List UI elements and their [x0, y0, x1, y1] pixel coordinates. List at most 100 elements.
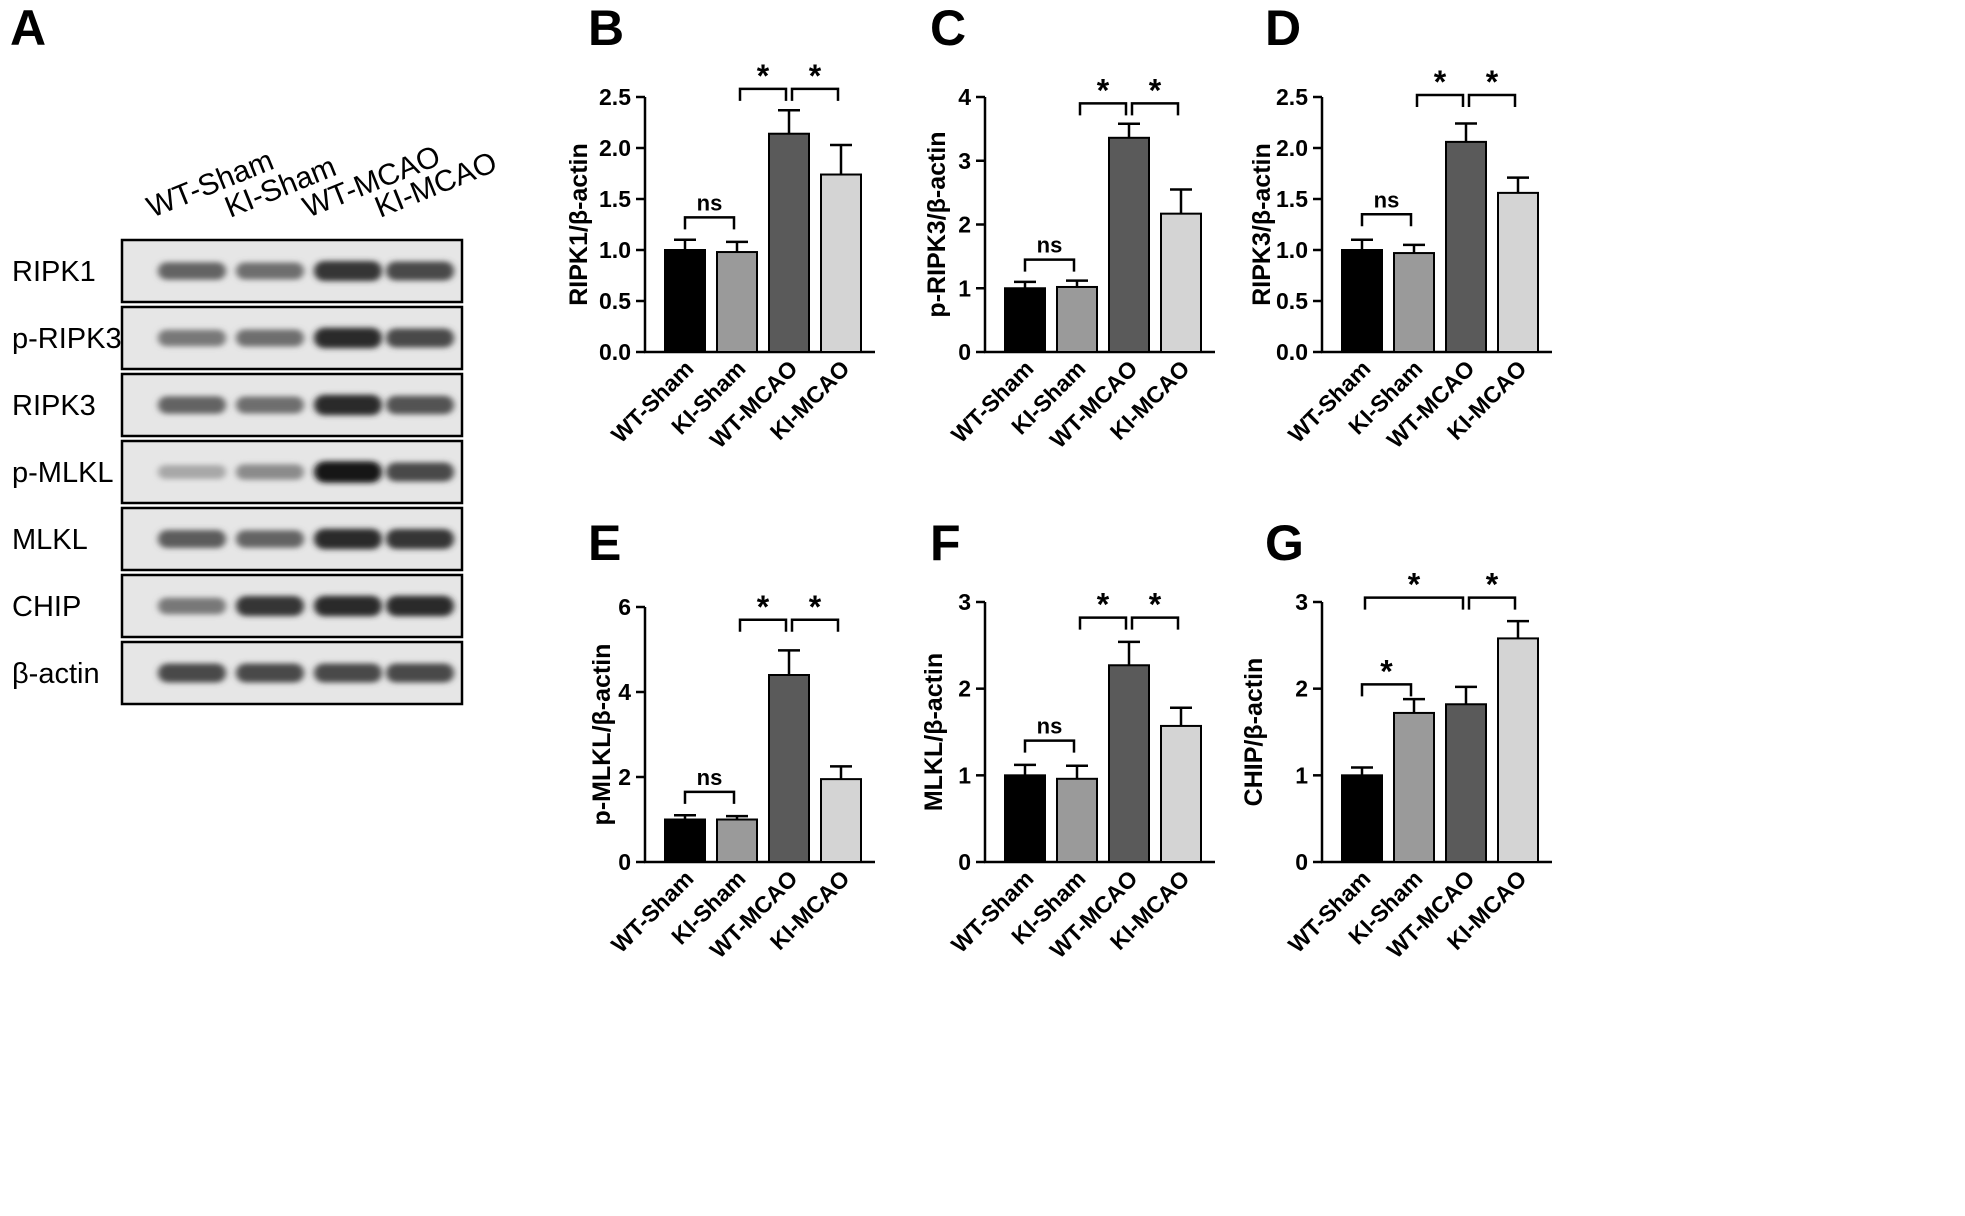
significance-label: *: [1149, 72, 1162, 108]
panel-letter: B: [588, 0, 624, 56]
blot-band: [158, 530, 226, 548]
significance-bracket: [1415, 93, 1465, 107]
western-blot-panel: AWT-ShamKI-ShamWT-MCAOKI-MCAORIPK1p-RIPK…: [10, 0, 502, 706]
blot-band: [236, 596, 304, 616]
bar: [1341, 774, 1383, 863]
chart-f: F0123MLKL/β-actinWT-ShamKI-ShamWT-MCAOKI…: [920, 515, 1215, 963]
y-tick-label: 0: [958, 849, 971, 875]
bar: [664, 249, 706, 353]
y-tick-label: 2.0: [599, 135, 631, 161]
significance-label: *: [1097, 587, 1110, 623]
bar: [1004, 287, 1046, 353]
significance-label: *: [1486, 567, 1499, 603]
chart-b: B0.00.51.01.52.02.5RIPK1/β-actinWT-ShamK…: [565, 0, 875, 453]
significance-bracket: [738, 87, 788, 101]
blot-band: [158, 465, 226, 479]
blot-band: [236, 464, 304, 480]
blot-band: [314, 528, 382, 550]
blot-band: [386, 462, 454, 482]
y-tick-label: 1: [958, 275, 971, 301]
blot-row: RIPK1: [12, 238, 464, 304]
blot-band: [386, 595, 454, 617]
panel-letter: E: [588, 515, 621, 571]
bar: [1393, 252, 1435, 353]
bar: [1108, 664, 1150, 863]
y-tick-label: 0: [618, 849, 631, 875]
y-tick-label: 3: [958, 589, 971, 615]
bar: [1056, 285, 1098, 354]
significance-label: ns: [697, 190, 723, 215]
blot-row-label: p-MLKL: [12, 457, 114, 489]
blot-row: p-RIPK3: [12, 305, 464, 371]
significance-bracket: [790, 618, 840, 632]
blot-band: [386, 328, 454, 348]
blot-row: p-MLKL: [12, 439, 464, 505]
chart-d: D0.00.51.01.52.02.5RIPK3/β-actinWT-ShamK…: [1248, 0, 1552, 453]
blot-band: [314, 261, 382, 281]
significance-bracket: [1360, 683, 1413, 697]
significance-bracket: [790, 87, 840, 101]
bar: [716, 818, 758, 863]
blot-band: [314, 327, 382, 349]
panel-letter: C: [930, 0, 966, 56]
bar: [1393, 711, 1435, 864]
significance-label: *: [757, 589, 770, 625]
y-tick-label: 1: [958, 762, 971, 788]
blot-row-label: RIPK3: [12, 390, 96, 422]
blot-row-label: β-actin: [12, 658, 100, 690]
blot-row-label: CHIP: [12, 591, 81, 623]
significance-bracket: [1467, 596, 1517, 610]
bar: [716, 251, 758, 353]
y-tick-label: 0.0: [1276, 339, 1308, 365]
y-axis-label: p-RIPK3/β-actin: [923, 131, 951, 317]
chart-c: C01234p-RIPK3/β-actinWT-ShamKI-ShamWT-MC…: [923, 0, 1215, 453]
blot-band: [158, 262, 226, 280]
significance-bracket: [1078, 616, 1128, 630]
blot-row-label: p-RIPK3: [12, 323, 122, 355]
blot-band: [236, 329, 304, 347]
significance-bracket: [1363, 596, 1465, 610]
y-tick-label: 3: [958, 148, 971, 174]
significance-label: ns: [697, 765, 723, 790]
bar: [820, 778, 862, 863]
y-axis-label: p-MLKL/β-actin: [588, 644, 616, 826]
blot-band: [236, 396, 304, 414]
bar: [768, 674, 810, 863]
y-tick-label: 0: [958, 339, 971, 365]
y-tick-label: 2: [618, 764, 631, 790]
y-tick-label: 2.0: [1276, 135, 1308, 161]
panel-letter-a: A: [10, 0, 46, 56]
significance-bracket: [1130, 102, 1180, 116]
y-tick-label: 1.0: [1276, 237, 1308, 263]
blot-band: [158, 663, 226, 683]
y-tick-label: 0.5: [1276, 288, 1308, 314]
significance-label: ns: [1037, 233, 1063, 258]
bar: [768, 132, 810, 353]
chart-g: G0123CHIP/β-actinWT-ShamKI-ShamWT-MCAOKI…: [1240, 515, 1552, 963]
significance-bracket: [738, 618, 788, 632]
y-tick-label: 1.5: [1276, 186, 1308, 212]
blot-band: [158, 329, 226, 347]
y-tick-label: 0.0: [599, 339, 631, 365]
bar: [664, 818, 706, 863]
significance-bracket: [1078, 102, 1128, 116]
blot-row: CHIP: [12, 573, 464, 639]
blot-band: [158, 597, 226, 615]
y-tick-label: 1: [1295, 762, 1308, 788]
bar-charts: B0.00.51.01.52.02.5RIPK1/β-actinWT-ShamK…: [565, 0, 1552, 963]
significance-label: *: [757, 58, 770, 94]
significance-label: *: [1434, 64, 1447, 100]
blot-row-label: MLKL: [12, 524, 88, 556]
blot-band: [314, 595, 382, 617]
y-axis-label: RIPK3/β-actin: [1248, 143, 1276, 306]
blot-band: [386, 395, 454, 415]
panel-letter: F: [930, 515, 961, 571]
y-tick-label: 0.5: [599, 288, 631, 314]
blot-band: [158, 396, 226, 414]
significance-bracket: [1023, 258, 1076, 272]
blot-band: [314, 394, 382, 416]
y-tick-label: 2.5: [1276, 84, 1308, 110]
panel-letter: G: [1265, 515, 1304, 571]
significance-label: ns: [1037, 714, 1063, 739]
bar: [820, 173, 862, 353]
